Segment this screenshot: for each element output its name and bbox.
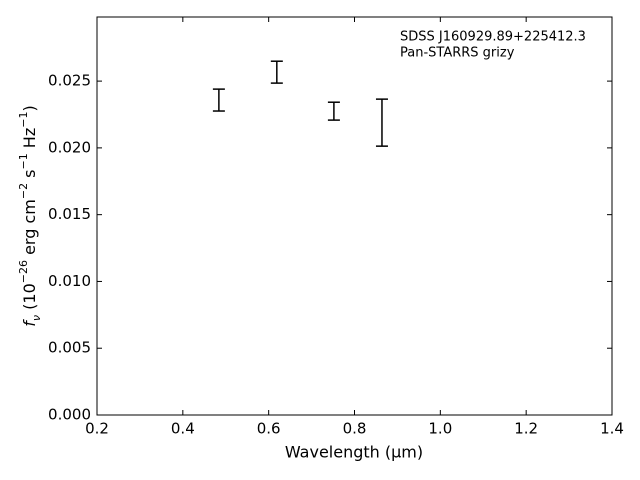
annotation: SDSS J160929.89+225412.3 <box>400 30 586 45</box>
y-axis-label: fν (10−26 erg cm−2 s−1 Hz−1) <box>17 105 43 326</box>
y-tick-label: 0.020 <box>48 138 91 156</box>
annotation: Pan-STARRS grizy <box>400 46 515 61</box>
y-tick-label: 0.015 <box>48 205 91 223</box>
y-axis-label-part: −1 <box>17 153 30 169</box>
plot-frame <box>96 16 613 416</box>
y-tick-label: 0.010 <box>48 272 91 290</box>
y-axis-label-part: ) <box>20 105 39 111</box>
y-tick-label: 0.005 <box>48 339 91 357</box>
y-axis-label-part: Hz <box>20 128 39 154</box>
y-tick-label: 0.000 <box>48 406 91 424</box>
x-tick-label: 1.2 <box>514 420 538 438</box>
x-tick-label: 0.6 <box>257 420 281 438</box>
y-axis-label-part: f <box>20 319 39 327</box>
y-tick-label: 0.025 <box>48 72 91 90</box>
y-axis-label-part: −26 <box>17 260 30 283</box>
x-tick-label: 0.4 <box>171 420 195 438</box>
y-axis-label-part: −1 <box>17 112 30 128</box>
y-axis-label-part: (10 <box>20 283 39 315</box>
y-axis-label-part: erg cm <box>20 199 39 260</box>
x-tick-label: 0.8 <box>343 420 367 438</box>
y-axis-label-part: ν <box>30 315 43 321</box>
x-axis-label: Wavelength (μm) <box>285 443 423 462</box>
x-tick-label: 1.0 <box>428 420 452 438</box>
x-tick-label: 1.4 <box>600 420 624 438</box>
y-axis-label-part: −2 <box>17 183 30 199</box>
y-axis-label-part: s <box>20 170 39 183</box>
x-tick-label: 0.2 <box>85 420 109 438</box>
